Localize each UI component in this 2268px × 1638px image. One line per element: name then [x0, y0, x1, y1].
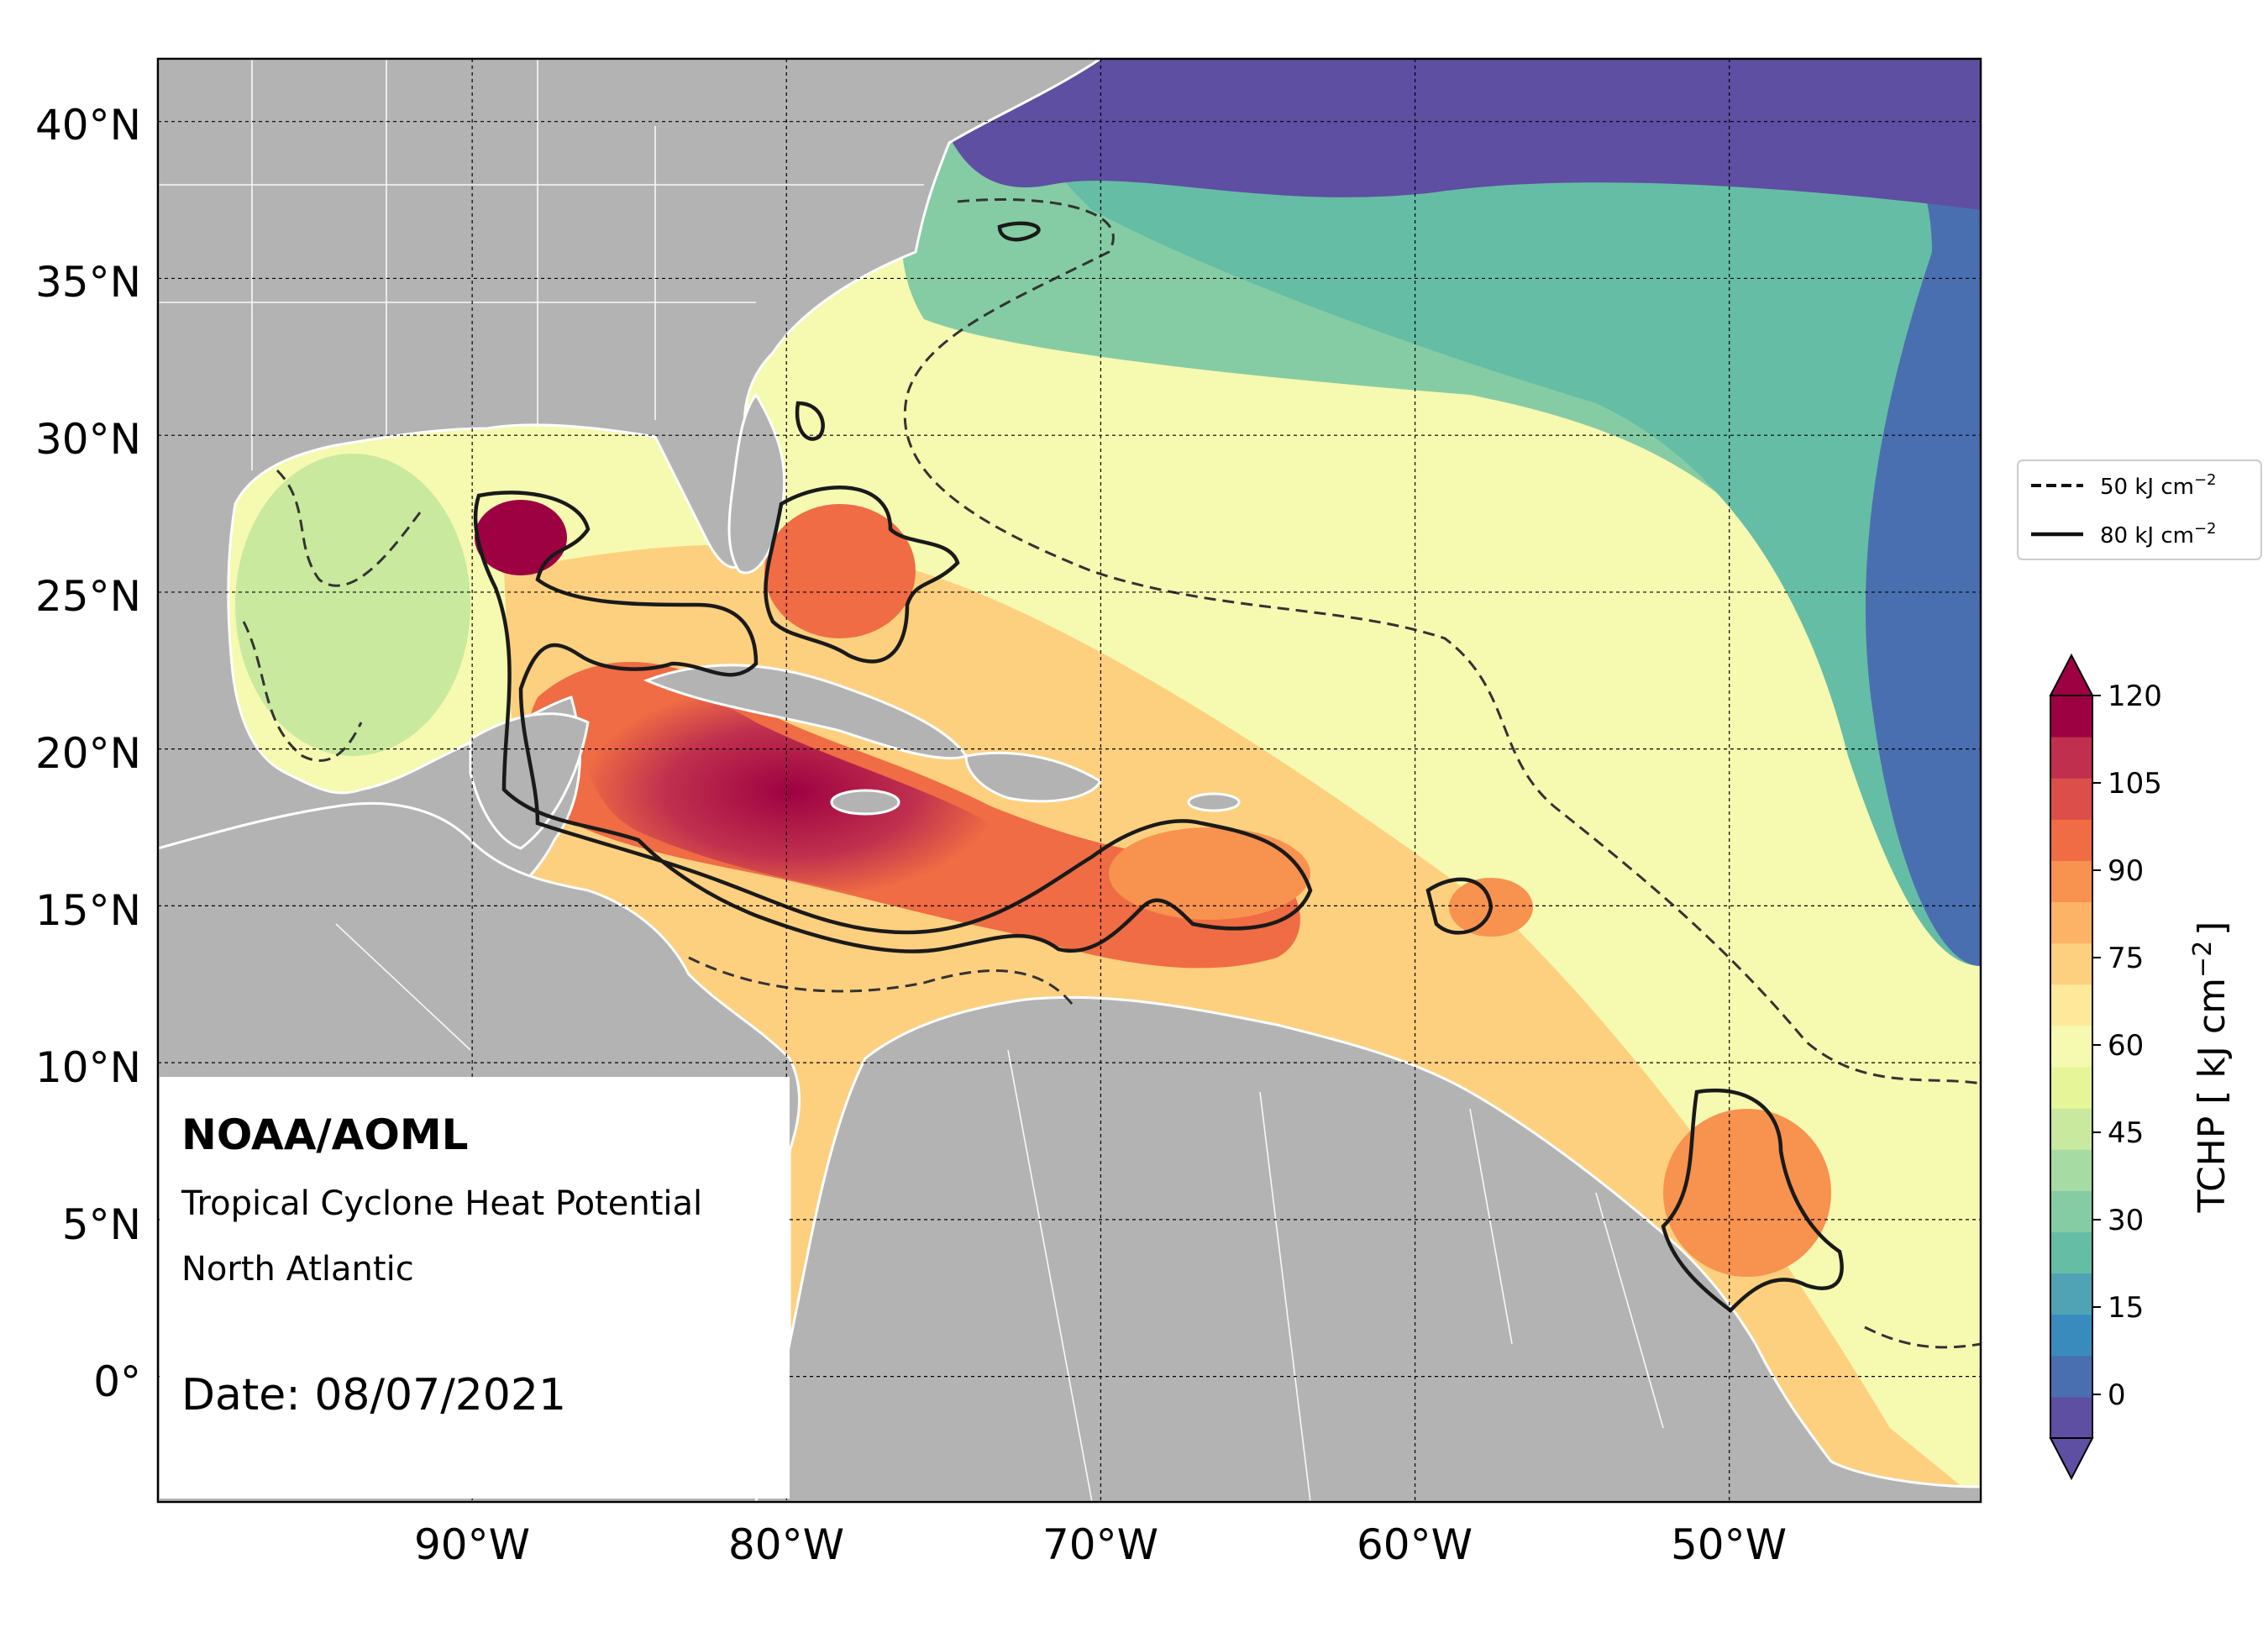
colorbar-band: [2050, 942, 2092, 985]
land-yucatan: [469, 712, 590, 850]
colorbar-top-arrow: [2049, 653, 2094, 696]
colorbar-tick-label: 75: [2108, 942, 2144, 975]
colorbar-tick-label: 0: [2108, 1378, 2126, 1412]
colorbar-band: [2050, 696, 2092, 738]
colorbar-band: [2050, 778, 2092, 820]
info-date: Date: 08/07/2021: [181, 1370, 566, 1420]
cold-water-north: [924, 59, 1981, 210]
land-puerto-rico: [1187, 792, 1241, 812]
contour-legend: 50 kJ cm−2 80 kJ cm−2: [2017, 459, 2262, 560]
cool-water-deep: [1008, 59, 1981, 966]
colorbar-tick-label: 15: [2108, 1291, 2144, 1325]
colorbar-band: [2050, 1108, 2092, 1150]
lon-label-50w: 50°W: [1671, 1520, 1787, 1569]
caribbean-core: [581, 683, 1000, 900]
info-box: NOAA/AOML Tropical Cyclone Heat Potentia…: [160, 1077, 790, 1499]
colorbar-band: [2050, 1396, 2092, 1439]
lat-label-0: 0°: [93, 1357, 141, 1406]
guiana-warm: [1663, 1109, 1831, 1277]
colorbar-tick-label: 60: [2108, 1029, 2144, 1063]
lat-label-10: 10°N: [35, 1043, 141, 1092]
colorbar-bands: [2050, 696, 2092, 1439]
colorbar-tick-label: 30: [2108, 1204, 2144, 1237]
gulf-hot-spot: [475, 500, 567, 575]
land-jamaica: [830, 789, 900, 816]
contour-50: [242, 198, 1981, 1349]
lat-label-15: 15°N: [35, 886, 141, 935]
colorbar-band: [2050, 1314, 2092, 1357]
colorbar-band: [2050, 1231, 2092, 1274]
colorbar-band: [2050, 1190, 2092, 1232]
info-org: NOAA/AOML: [181, 1110, 468, 1159]
lon-label-80w: 80°W: [728, 1520, 844, 1569]
colorbar-tick-label: 90: [2108, 854, 2144, 888]
map-area: [158, 59, 1981, 1502]
info-product: Tropical Cyclone Heat Potential: [181, 1184, 702, 1223]
colorbar-label-exp: −2: [2188, 941, 2218, 978]
colorbar-band: [2050, 984, 2092, 1026]
colorbar-tick-label: 105: [2108, 767, 2162, 801]
land-hispaniola: [964, 751, 1102, 803]
gulf-west-cool: [235, 454, 470, 756]
colorbar-band: [2050, 1149, 2092, 1191]
land-south-america: [754, 995, 1981, 1502]
map-frame: [156, 57, 1982, 1504]
lat-label-30: 30°N: [35, 415, 141, 464]
colorbar-band: [2050, 860, 2092, 903]
graticule: [158, 59, 1981, 1502]
colorbar-band: [2050, 1355, 2092, 1398]
legend-solid-exp: −2: [2194, 520, 2217, 538]
lon-labels: 90°W 80°W 70°W 60°W 50°W: [414, 1520, 1787, 1569]
cold-water-east: [1848, 59, 1981, 966]
info-region: North Atlantic: [181, 1250, 414, 1289]
colorbar-tick-label: 120: [2108, 680, 2162, 713]
lat-labels: 40°N 35°N 30°N 25°N 20°N 15°N 10°N 5°N 0…: [35, 101, 141, 1406]
colorbar-band: [2050, 901, 2092, 944]
colorbar-label: TCHP [ kJ cm−2]: [2188, 921, 2234, 1214]
colorbar-band: [2050, 1025, 2092, 1068]
bahamas-warm: [764, 504, 916, 638]
colorbar-ticks: 120 105 90 75 60 45 30 15 0: [2092, 680, 2162, 1412]
lon-label-60w: 60°W: [1357, 1520, 1473, 1569]
contour-80: [473, 221, 1844, 1313]
colorbar-band: [2050, 1273, 2092, 1315]
east-warm-a: [1109, 827, 1310, 920]
colorbar-band: [2050, 819, 2092, 861]
legend-solid-label: 80 kJ cm−2: [2100, 520, 2217, 549]
land-florida: [727, 392, 786, 575]
lat-label-25: 25°N: [35, 572, 141, 621]
info-box-background: [160, 1077, 790, 1499]
lon-label-90w: 90°W: [414, 1520, 530, 1569]
colorbar-tick-label: 45: [2108, 1116, 2144, 1150]
lat-label-5: 5°N: [62, 1200, 141, 1249]
colorbar-bottom-arrow: [2049, 1437, 2094, 1481]
colorbar: 120 105 90 75 60 45 30 15 0 TCHP [ kJ cm−2]: [2049, 653, 2234, 1481]
colorbar-frame: [2050, 695, 2093, 1439]
colorbar-band: [2050, 737, 2092, 779]
legend-dashed-exp: −2: [2194, 471, 2217, 489]
legend-dashed-label: 50 kJ cm−2: [2100, 471, 2217, 500]
colorbar-label-close: ]: [2191, 921, 2234, 936]
lat-label-35: 35°N: [35, 258, 141, 307]
colorbar-band: [2050, 1067, 2092, 1109]
lat-label-40: 40°N: [35, 101, 141, 150]
lat-label-20: 20°N: [35, 729, 141, 778]
lon-label-70w: 70°W: [1042, 1520, 1158, 1569]
